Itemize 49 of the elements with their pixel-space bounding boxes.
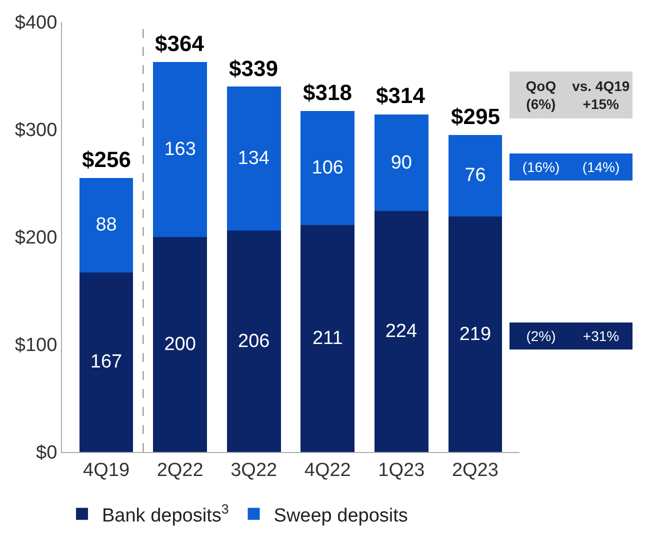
x-tick-label: 3Q22 [230,460,278,481]
bar [374,211,428,452]
total-label: $256 [82,147,131,172]
x-tick-label: 4Q22 [304,460,351,481]
bar [448,216,502,452]
y-tick-label: $200 [14,228,58,249]
bar [448,134,502,217]
data-label: 167 [90,352,122,373]
total-label: $318 [303,80,352,105]
text: (2%) [526,328,556,344]
x-tick-label: 2Q23 [452,460,498,481]
y-tick-label: $400 [14,12,58,34]
text: (16%) [522,159,560,175]
data-label: 134 [238,148,270,170]
data-label: 224 [385,321,418,342]
bar [226,86,281,231]
text: +31% [582,328,620,344]
bar [300,111,355,226]
bar [153,62,207,237]
bar [374,114,428,212]
total-label: $339 [229,56,278,81]
data-label: 106 [312,158,344,179]
data-label: 90 [390,152,412,174]
total-label: $314 [376,83,426,108]
data-label: 163 [164,138,196,160]
total-label: $364 [155,31,205,56]
bar [79,272,134,452]
data-label: 200 [164,334,196,355]
data-label: 219 [459,324,492,345]
x-tick-label: 4Q19 [83,460,130,481]
x-tick-label: 2Q22 [156,460,204,481]
data-label: 206 [238,330,270,352]
text: vs. 4Q19 +15% [572,78,630,112]
text: (14%) [582,159,620,175]
bar [79,178,134,272]
data-label: 88 [96,214,117,236]
data-label: 76 [464,165,486,186]
y-tick-label: $0 [36,442,58,464]
data-label: 211 [312,328,343,350]
legend-label: Bank deposits$^{3}$ [102,501,229,526]
bar [153,237,207,452]
legend-label: Sweep deposits [274,505,408,526]
bar [226,230,281,452]
bar [300,225,355,452]
y-tick-label: $300 [14,120,58,142]
x-tick-label: 1Q23 [378,460,425,481]
y-tick-label: $100 [14,335,58,356]
text: QoQ (6%) [526,78,556,112]
total-label: $295 [451,104,500,129]
